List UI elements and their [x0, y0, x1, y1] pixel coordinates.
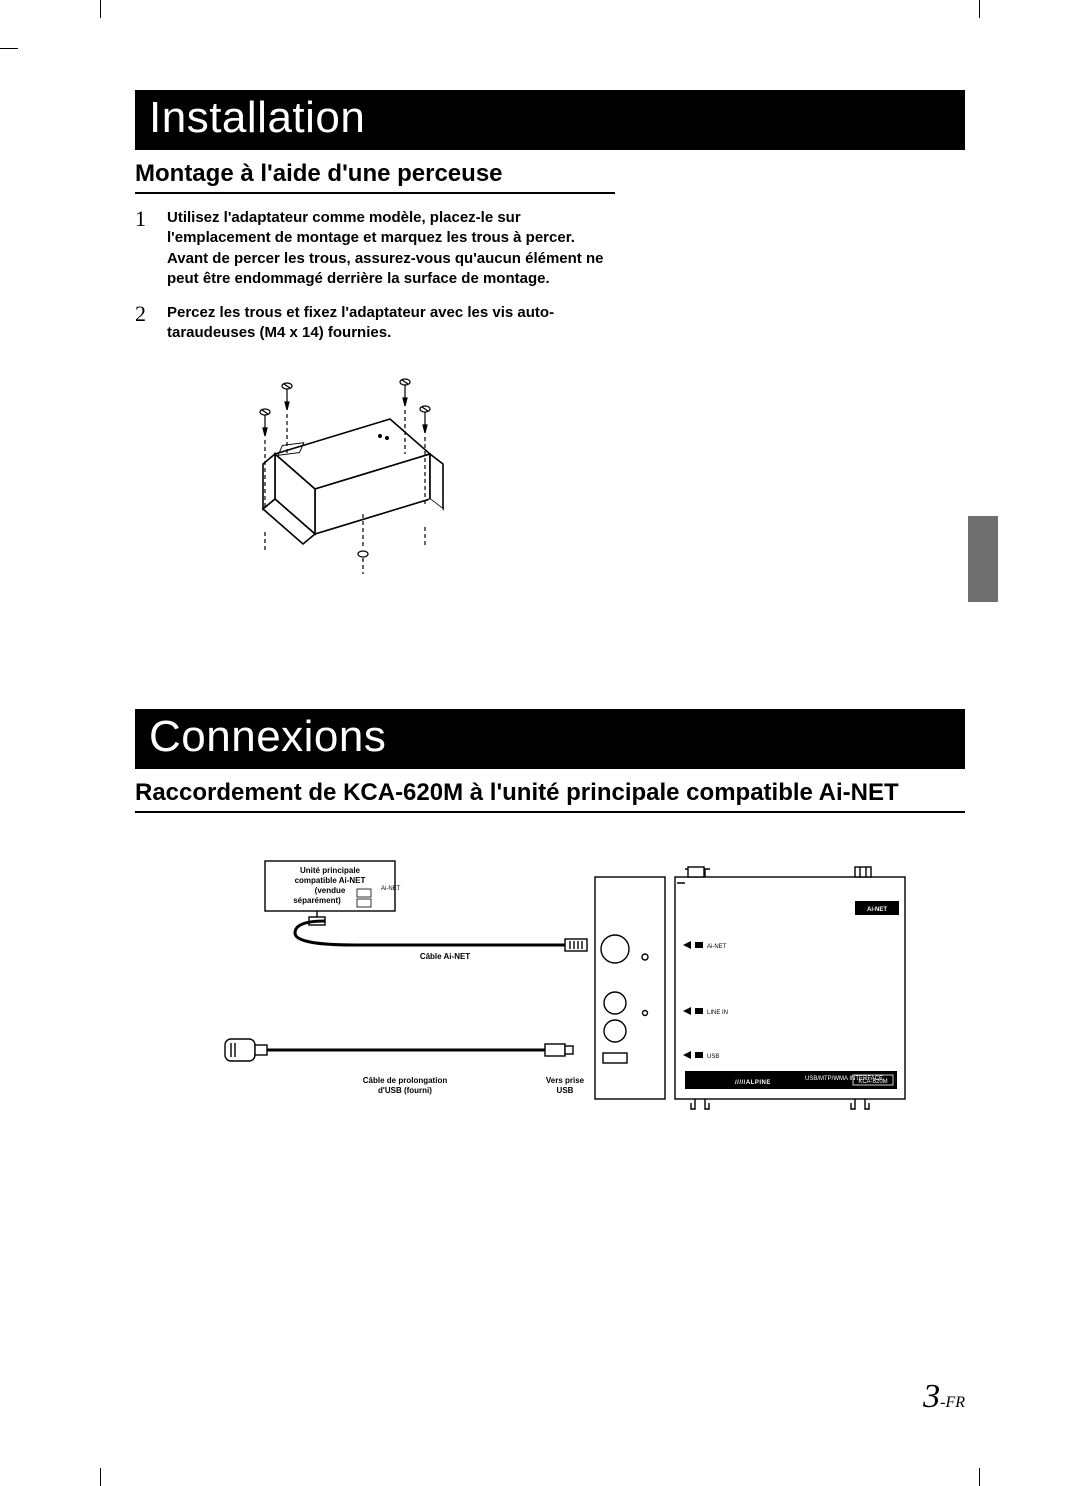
- crop-mark: [0, 48, 18, 49]
- page-number: 3-FR: [923, 1378, 965, 1416]
- label-to-usb: Vers prise: [546, 1076, 585, 1085]
- subheading-raccordement: Raccordement de KCA-620M à l'unité princ…: [135, 769, 965, 813]
- logo-ainet: Ai-NET: [867, 907, 887, 913]
- crop-mark: [100, 1468, 101, 1486]
- figure-connection-diagram: Unité principale compatible Ai-NET (vend…: [205, 853, 965, 1118]
- manual-page: Installation Montage à l'aide d'une perc…: [0, 0, 1080, 1486]
- label-port-ainet: Ai-NET: [707, 944, 727, 950]
- step-item: 1 Utilisez l'adaptateur comme modèle, pl…: [135, 208, 615, 289]
- crop-mark: [979, 1468, 980, 1486]
- label-usb-ext-2: d'USB (fourni): [378, 1086, 432, 1095]
- svg-text:Ai-NET: Ai-NET: [381, 886, 401, 892]
- steps-list: 1 Utilisez l'adaptateur comme modèle, pl…: [135, 208, 615, 344]
- step-item: 2 Percez les trous et fixez l'adaptateur…: [135, 303, 615, 344]
- label-usb-ext: Câble de prolongation: [363, 1076, 448, 1085]
- subheading-montage: Montage à l'aide d'une perceuse: [135, 150, 615, 194]
- section-banner-installation: Installation: [135, 90, 965, 150]
- crop-mark: [100, 0, 101, 18]
- label-head-unit: Unité principale: [300, 866, 361, 875]
- step-number: 2: [135, 303, 153, 344]
- step-text: Utilisez l'adaptateur comme modèle, plac…: [167, 208, 615, 289]
- figure-mounting-box: [215, 364, 965, 599]
- label-to-usb-2: USB: [557, 1086, 574, 1095]
- model-number: KCA-620M: [858, 1079, 887, 1085]
- crop-mark: [979, 0, 980, 18]
- label-ainet-cable: Câble Ai-NET: [420, 952, 470, 961]
- label-port-usb: USB: [707, 1054, 719, 1060]
- brand-alpine: /////ALPINE: [735, 1080, 771, 1086]
- thumb-tab: [968, 516, 998, 602]
- label-port-linein: LINE IN: [707, 1010, 728, 1016]
- step-number: 1: [135, 208, 153, 289]
- section-banner-connexions: Connexions: [135, 709, 965, 769]
- page-number-suffix: -FR: [940, 1394, 965, 1411]
- label-head-unit-2: compatible Ai-NET: [295, 876, 366, 885]
- label-head-unit-4: séparément): [293, 896, 341, 905]
- step-text: Percez les trous et fixez l'adaptateur a…: [167, 303, 615, 344]
- label-head-unit-3: (vendue: [315, 886, 346, 895]
- page-number-digit: 3: [923, 1378, 940, 1415]
